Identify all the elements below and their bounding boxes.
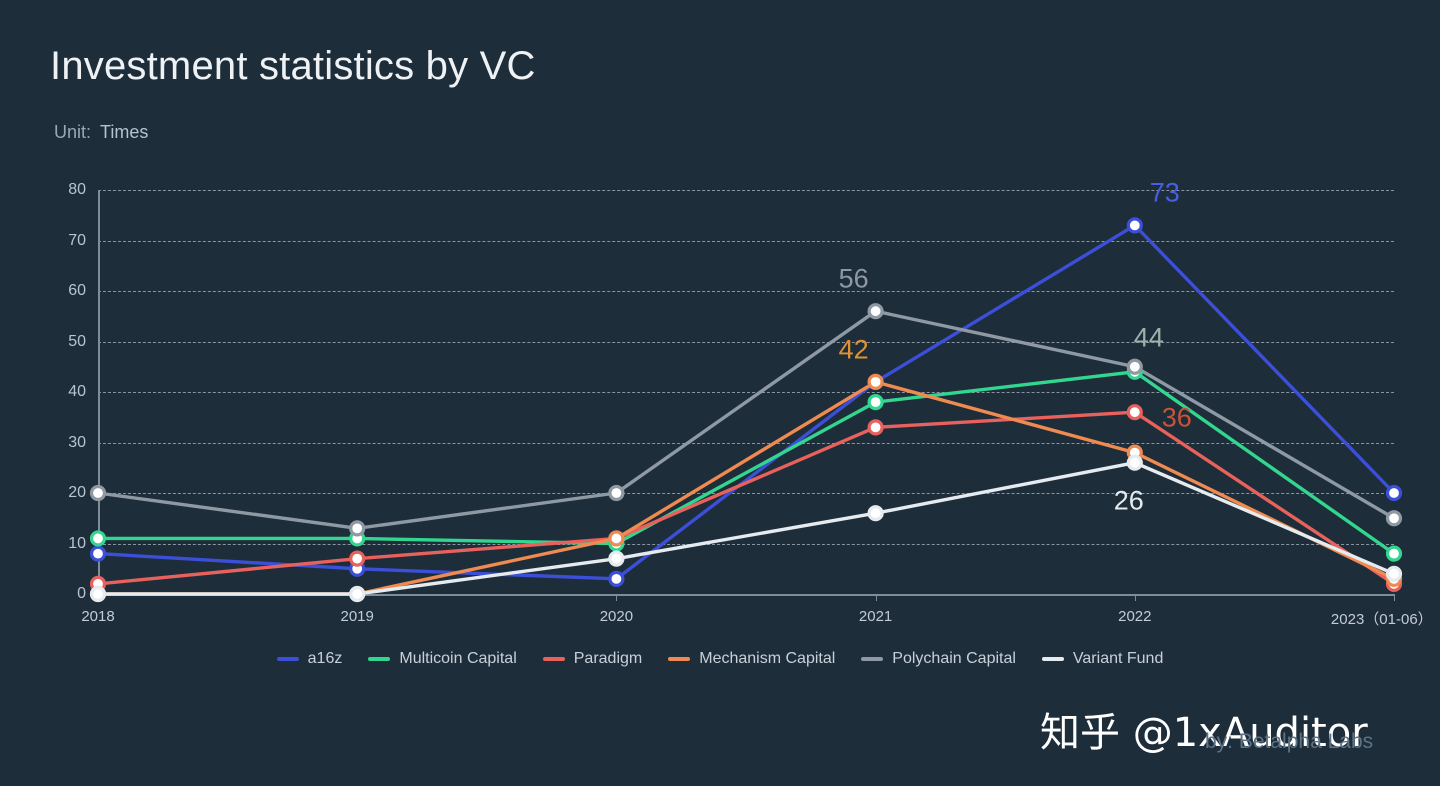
x-axis-tick [616, 594, 618, 601]
data-point-marker[interactable] [1126, 454, 1143, 471]
data-point-marker[interactable] [1126, 217, 1143, 234]
legend-color-swatch [1041, 657, 1064, 661]
grid-line [98, 190, 1394, 191]
data-point-marker[interactable] [608, 550, 625, 567]
grid-line [98, 392, 1394, 393]
data-point-marker[interactable] [89, 530, 107, 547]
unit-value: Times [100, 122, 149, 142]
series-line [96, 370, 1396, 556]
y-axis-line [98, 190, 100, 594]
data-point-marker[interactable] [867, 394, 884, 411]
page-title: Investment statistics by VC [50, 44, 536, 88]
y-tick-label: 0 [77, 585, 86, 602]
legend-item-multicoin-capital[interactable]: Multicoin Capital [368, 650, 517, 668]
data-point-marker[interactable] [608, 570, 625, 587]
credit-watermark: by: Betalpha Labs [1205, 730, 1374, 753]
data-point-marker[interactable] [349, 550, 366, 567]
grid-lines [98, 190, 1395, 601]
x-axis-tick [1134, 594, 1136, 601]
data-point-marker[interactable] [867, 505, 884, 522]
legend-color-swatch [368, 657, 391, 661]
x-tick-label: 2020 [599, 608, 634, 625]
y-tick-label: 80 [68, 181, 86, 198]
legend-item-label: Mechanism Capital [699, 650, 836, 667]
y-tick-label: 10 [68, 534, 86, 552]
data-point-marker[interactable] [867, 373, 884, 390]
y-tick-label: 30 [68, 433, 86, 451]
grid-line [98, 543, 1394, 545]
unit-label: Unit: [54, 122, 92, 142]
y-tick-label: 50 [68, 332, 86, 350]
series-line [96, 410, 1396, 586]
legend-item-paradigm[interactable]: Paradigm [542, 650, 643, 668]
legend-item-label: Paradigm [573, 650, 643, 667]
legend-item-variant-fund[interactable]: Variant Fund [1041, 650, 1164, 668]
y-tick-label: 70 [68, 231, 86, 249]
chart-legend: a16z Multicoin Capital Paradigm Mechanism C… [0, 650, 1440, 668]
axis-labels: 0 10 20 30 40 50 60 70 80 2018 2019 2020 2021 2022 202… [68, 181, 1432, 628]
zhihu-watermark: 知乎 @1xAuditor [1040, 710, 1368, 756]
chart-unit-subtitle: Unit: Times [54, 122, 148, 143]
series-line [96, 223, 1396, 581]
grid-line [98, 442, 1394, 444]
legend-item-a16z[interactable]: a16z [276, 650, 343, 668]
legend-item-label: Polychain Capital [892, 650, 1016, 667]
x-tick-label: 2021 [858, 608, 893, 625]
data-point-marker[interactable] [608, 484, 625, 502]
data-point-marker[interactable] [1126, 404, 1143, 421]
data-point-marker[interactable] [89, 484, 107, 502]
data-point-marker[interactable] [1385, 484, 1403, 502]
legend-color-swatch [276, 657, 299, 661]
data-point-marker[interactable] [89, 585, 107, 603]
grid-line [98, 493, 1394, 494]
data-point-marker[interactable] [867, 303, 884, 320]
x-axis-tick [1394, 594, 1395, 601]
series-line [96, 461, 1396, 596]
y-tick-label: 40 [68, 383, 86, 400]
data-point-marker[interactable] [867, 419, 884, 436]
chart-plot-area: 0 10 20 30 40 50 60 70 80 2018 2019 2020 2021 2022 202… [68, 178, 1432, 628]
legend-color-swatch [668, 657, 691, 661]
legend-item-label: a16z [307, 650, 343, 667]
legend-item-polychain-capital[interactable]: Polychain Capital [861, 650, 1016, 668]
grid-line [98, 341, 1394, 343]
grid-line [98, 240, 1394, 242]
series-line [96, 380, 1396, 596]
y-tick-label: 60 [68, 282, 86, 299]
x-tick-label: 2018 [81, 608, 115, 625]
x-tick-label: 2023（01-06） [1330, 611, 1433, 628]
x-axis-line [98, 594, 1394, 596]
data-point-marker[interactable] [1126, 358, 1143, 375]
x-tick-label: 2022 [1118, 608, 1152, 625]
legend-item-label: Variant Fund [1072, 650, 1164, 667]
line-series-canvas [89, 217, 1403, 603]
data-point-marker[interactable] [608, 530, 625, 547]
x-tick-label: 2019 [340, 608, 374, 625]
legend-item-mechanism-capital[interactable]: Mechanism Capital [668, 650, 835, 668]
legend-item-label: Multicoin Capital [399, 650, 517, 667]
data-point-marker[interactable] [89, 545, 107, 562]
legend-color-swatch [542, 657, 565, 661]
legend-color-swatch [861, 657, 884, 661]
y-tick-label: 20 [68, 484, 86, 501]
grid-line [98, 291, 1394, 292]
series-line [96, 309, 1396, 531]
data-point-marker[interactable] [349, 585, 366, 603]
data-point-marker[interactable] [1385, 545, 1403, 562]
data-point-marker[interactable] [349, 520, 366, 537]
x-axis-tick [875, 594, 877, 601]
data-point-marker[interactable] [1385, 565, 1403, 582]
data-point-marker[interactable] [1385, 510, 1403, 527]
